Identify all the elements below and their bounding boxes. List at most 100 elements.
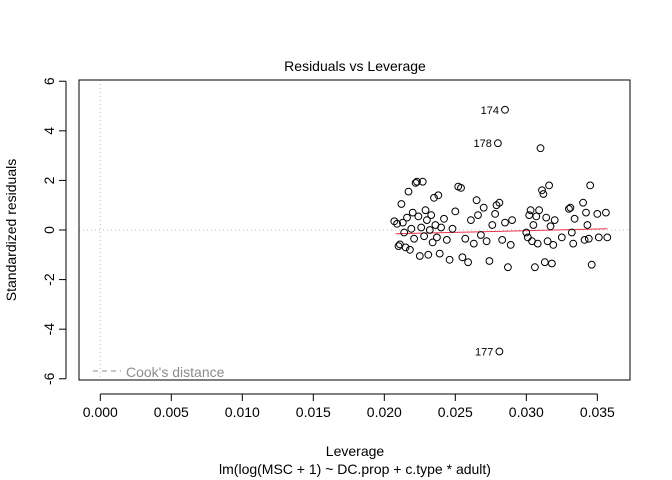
x-tick-label: 0.030 (509, 404, 544, 420)
data-point (461, 234, 470, 243)
y-tick-label: -6 (41, 372, 57, 385)
data-point (583, 221, 592, 229)
data-point (485, 257, 494, 265)
data-point (469, 239, 478, 248)
data-point (525, 211, 534, 220)
data-point (406, 245, 414, 254)
data-point (491, 210, 500, 218)
data-point (532, 212, 541, 221)
data-point (542, 213, 551, 222)
y-tick-label: 2 (41, 176, 57, 184)
x-tick-label: 0.025 (438, 404, 473, 420)
data-point (400, 228, 409, 237)
x-tick-label: 0.020 (367, 404, 402, 420)
data-point (594, 233, 603, 242)
data-point (410, 234, 419, 243)
data-point (584, 234, 593, 243)
y-tick-label: -4 (41, 323, 57, 336)
point-label: 174 (481, 105, 499, 117)
chart-subtitle: lm(log(MSC + 1) ~ DC.prop + c.type * adu… (219, 461, 491, 477)
data-point (390, 217, 399, 226)
data-point (472, 196, 481, 205)
data-point (550, 216, 559, 225)
data-point (398, 218, 407, 227)
data-point (435, 249, 444, 258)
data-point (504, 263, 512, 272)
data-point (424, 250, 433, 259)
data-point (536, 144, 545, 153)
data-point (549, 241, 558, 249)
data-point (603, 233, 612, 242)
data-point (408, 208, 417, 217)
data-point (423, 216, 431, 225)
y-tick-label: 4 (41, 127, 57, 135)
data-point (418, 177, 427, 186)
data-point (531, 263, 539, 272)
data-point (570, 214, 579, 223)
data-point (417, 223, 426, 232)
x-axis: 0.000 0.005 0.010 0.015 0.020 0.025 0.030 0.035 (83, 393, 615, 420)
data-point (477, 231, 485, 239)
data-point (565, 205, 573, 213)
data-point (501, 105, 509, 114)
y-tick-label: -2 (41, 273, 57, 286)
data-point (566, 203, 575, 212)
data-point (543, 237, 552, 246)
plot-frame (78, 79, 631, 381)
data-point (413, 177, 421, 186)
data-point (495, 198, 504, 207)
data-point (494, 139, 502, 148)
data-point (508, 216, 516, 225)
data-point (593, 210, 602, 218)
data-point (548, 259, 556, 268)
data-point (403, 213, 411, 222)
data-point (545, 181, 553, 190)
data-point (401, 243, 410, 252)
data-point (394, 242, 403, 251)
data-point (467, 216, 475, 225)
data-point (448, 224, 457, 233)
data-point (458, 253, 467, 262)
y-axis: -6 -4 -2 0 2 4 6 (41, 77, 67, 385)
data-point (428, 238, 437, 247)
x-tick-label: 0.000 (83, 404, 118, 420)
legend-label: Cook's distance (126, 364, 225, 380)
data-point (602, 208, 610, 217)
x-tick-label: 0.035 (580, 404, 615, 420)
data-point (526, 206, 535, 215)
data-point (433, 233, 441, 242)
data-point (540, 258, 549, 267)
data-point (474, 211, 482, 220)
outlier-labels: 174 178 177 (474, 105, 499, 359)
data-point (442, 236, 451, 244)
x-tick-label: 0.015 (296, 404, 331, 420)
data-point (538, 186, 546, 195)
data-point (546, 222, 555, 231)
y-tick-label: 0 (41, 226, 57, 234)
data-point (533, 239, 542, 248)
data-point (415, 252, 424, 260)
data-point (529, 221, 538, 229)
legend: Cook's distance (93, 364, 225, 380)
data-point (457, 184, 465, 192)
data-point (535, 206, 543, 215)
chart-title: Residuals vs Leverage (284, 58, 426, 74)
data-point (582, 208, 590, 217)
x-tick-label: 0.005 (154, 404, 189, 420)
data-points (390, 105, 612, 356)
point-label: 177 (475, 347, 493, 359)
data-point (414, 212, 423, 221)
data-point (451, 207, 460, 216)
data-point (586, 181, 595, 190)
data-point (539, 190, 548, 198)
data-point (425, 226, 434, 234)
data-point (407, 224, 416, 233)
data-point (482, 237, 491, 246)
data-point (495, 347, 504, 356)
data-point (479, 203, 488, 212)
data-point (430, 193, 438, 202)
data-point (522, 228, 531, 237)
data-point (569, 239, 578, 248)
data-point (397, 200, 406, 208)
y-tick-label: 6 (41, 77, 57, 85)
